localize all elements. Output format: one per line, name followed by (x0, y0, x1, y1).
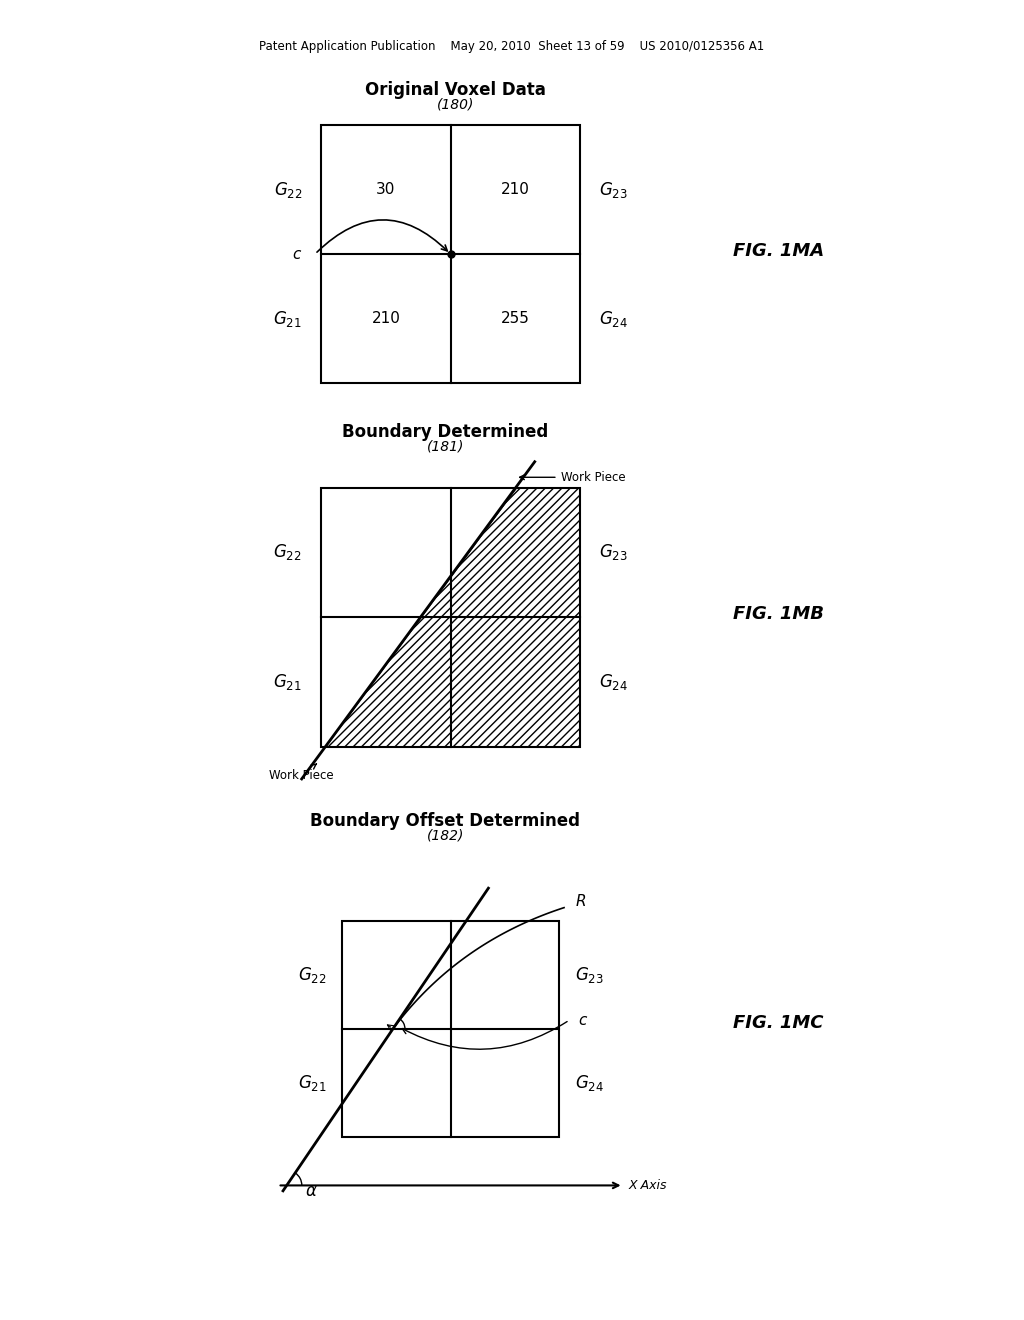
Text: 210: 210 (372, 312, 400, 326)
Text: $G_{24}$: $G_{24}$ (599, 672, 629, 692)
Text: Boundary Determined: Boundary Determined (342, 422, 549, 441)
Text: FIG. 1MA: FIG. 1MA (733, 242, 823, 260)
Text: $G_{24}$: $G_{24}$ (574, 1073, 604, 1093)
Text: $R$: $R$ (574, 894, 586, 909)
Text: (180): (180) (437, 98, 474, 111)
Text: $G_{24}$: $G_{24}$ (599, 309, 628, 329)
Text: Work Piece: Work Piece (519, 471, 626, 484)
Text: $c$: $c$ (292, 247, 302, 261)
Text: $G_{22}$: $G_{22}$ (298, 965, 327, 985)
Text: FIG. 1MC: FIG. 1MC (733, 1014, 823, 1032)
Text: X Axis: X Axis (629, 1179, 668, 1192)
Text: $G_{21}$: $G_{21}$ (273, 672, 302, 692)
Text: $\alpha$: $\alpha$ (305, 1183, 317, 1200)
Text: 210: 210 (501, 182, 529, 197)
Text: Boundary Offset Determined: Boundary Offset Determined (310, 812, 581, 830)
Text: $G_{22}$: $G_{22}$ (273, 543, 302, 562)
Text: (181): (181) (427, 440, 464, 453)
Text: Original Voxel Data: Original Voxel Data (366, 81, 546, 99)
Text: $G_{21}$: $G_{21}$ (273, 309, 302, 329)
Text: $c$: $c$ (579, 1012, 588, 1027)
Text: FIG. 1MB: FIG. 1MB (733, 605, 823, 623)
Text: $G_{23}$: $G_{23}$ (599, 180, 628, 199)
Text: $G_{23}$: $G_{23}$ (574, 965, 603, 985)
Text: Work Piece: Work Piece (269, 764, 334, 781)
Text: 255: 255 (501, 312, 529, 326)
Text: $G_{23}$: $G_{23}$ (599, 543, 628, 562)
Text: (182): (182) (427, 829, 464, 842)
Text: $G_{22}$: $G_{22}$ (273, 180, 302, 199)
Text: 30: 30 (376, 182, 395, 197)
Text: Patent Application Publication    May 20, 2010  Sheet 13 of 59    US 2010/012535: Patent Application Publication May 20, 2… (259, 40, 765, 53)
Text: $G_{21}$: $G_{21}$ (298, 1073, 327, 1093)
